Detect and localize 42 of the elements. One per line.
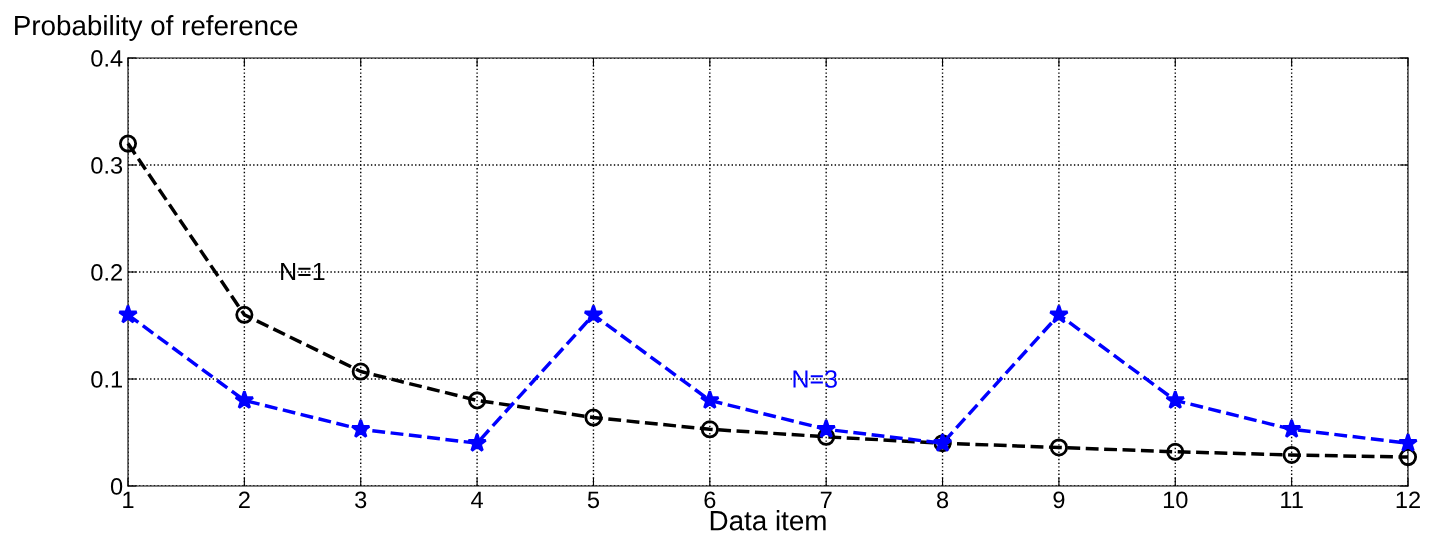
x-tick-label: 1 (123, 491, 134, 508)
x-tick-label: 11 (1281, 491, 1303, 508)
x-axis-title: Data item (710, 510, 826, 531)
x-tick-label: 9 (1053, 491, 1065, 509)
point (467, 432, 488, 452)
point (235, 305, 254, 324)
x-tick-label: 7 (820, 491, 832, 508)
point (234, 389, 255, 410)
x-tick-label: 3 (355, 491, 367, 509)
point (816, 418, 837, 438)
point (1166, 442, 1185, 461)
y-axis-title: Probability of reference (15, 14, 298, 41)
x-tick-label: 8 (937, 491, 949, 509)
x-tick-label: 5 (587, 491, 600, 509)
y-tick-label: 0.1 (91, 371, 122, 388)
point (584, 408, 603, 427)
point (699, 389, 720, 410)
point (1049, 438, 1068, 457)
point (1282, 445, 1301, 464)
y-tick-label: 0.2 (91, 264, 122, 281)
point (1398, 432, 1418, 452)
point (583, 304, 604, 324)
x-tick-label: 6 (704, 491, 716, 509)
point (350, 418, 371, 438)
point (1165, 389, 1186, 410)
y-tick-label: 0.3 (91, 157, 123, 174)
point (700, 420, 719, 439)
point (118, 134, 138, 153)
y-tick-label: 0 (110, 478, 123, 495)
y-tick-label: 0.4 (91, 50, 123, 67)
point (468, 391, 487, 410)
x-tick-label: 2 (238, 491, 250, 508)
point (1281, 418, 1302, 438)
point (118, 304, 138, 324)
point (1048, 304, 1069, 324)
point (1398, 448, 1418, 467)
x-tick-label: 12 (1396, 491, 1420, 508)
series-label: N=1 (281, 262, 325, 281)
x-tick-label: 4 (471, 491, 483, 508)
series-label: N=3 (793, 370, 837, 388)
point (351, 362, 370, 381)
x-tick-label: 10 (1163, 491, 1188, 509)
